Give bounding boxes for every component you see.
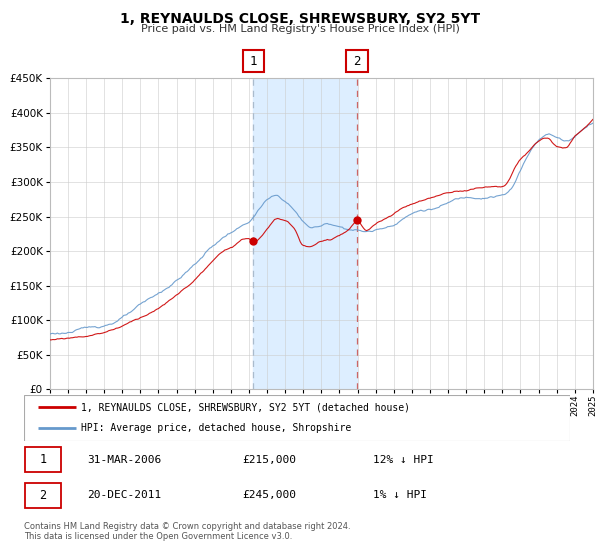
Bar <box>25 483 61 507</box>
Text: 12% ↓ HPI: 12% ↓ HPI <box>373 455 434 465</box>
Text: 1, REYNAULDS CLOSE, SHREWSBURY, SY2 5YT (detached house): 1, REYNAULDS CLOSE, SHREWSBURY, SY2 5YT … <box>82 402 410 412</box>
Text: £215,000: £215,000 <box>242 455 296 465</box>
Bar <box>25 447 61 472</box>
Text: 31-MAR-2006: 31-MAR-2006 <box>87 455 161 465</box>
Text: 20-DEC-2011: 20-DEC-2011 <box>87 491 161 500</box>
Text: This data is licensed under the Open Government Licence v3.0.: This data is licensed under the Open Gov… <box>24 532 292 541</box>
Text: 1% ↓ HPI: 1% ↓ HPI <box>373 491 427 500</box>
Bar <box>253 78 357 389</box>
Text: HPI: Average price, detached house, Shropshire: HPI: Average price, detached house, Shro… <box>82 423 352 433</box>
Text: 2: 2 <box>353 54 361 68</box>
Text: Price paid vs. HM Land Registry's House Price Index (HPI): Price paid vs. HM Land Registry's House … <box>140 24 460 34</box>
Text: Contains HM Land Registry data © Crown copyright and database right 2024.: Contains HM Land Registry data © Crown c… <box>24 522 350 531</box>
Text: 1, REYNAULDS CLOSE, SHREWSBURY, SY2 5YT: 1, REYNAULDS CLOSE, SHREWSBURY, SY2 5YT <box>120 12 480 26</box>
Text: £245,000: £245,000 <box>242 491 296 500</box>
Text: 1: 1 <box>40 453 47 466</box>
Text: 1: 1 <box>250 54 257 68</box>
Text: 2: 2 <box>40 489 47 502</box>
